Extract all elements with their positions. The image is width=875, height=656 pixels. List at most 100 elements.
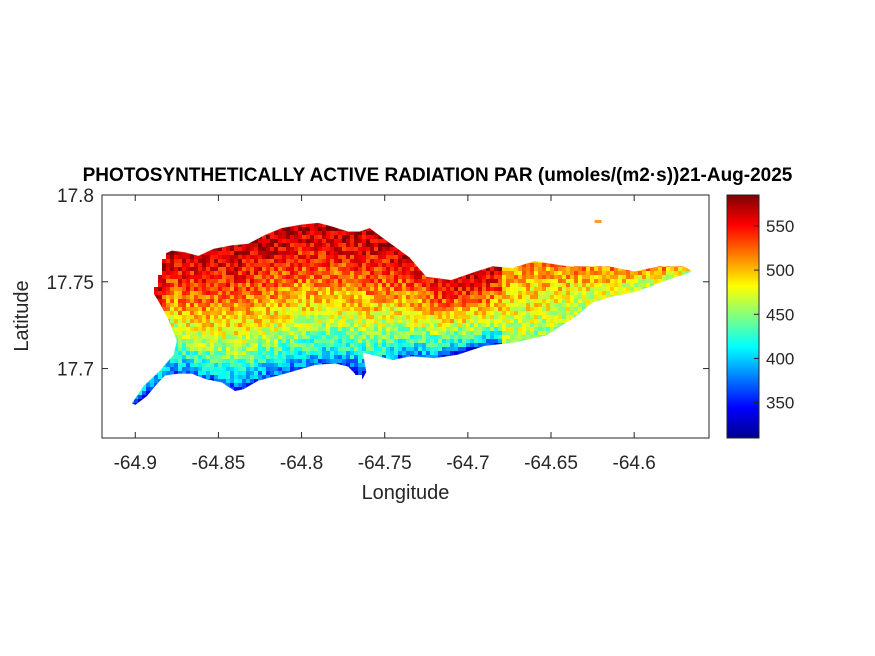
heatmap-cell xyxy=(582,303,586,307)
heatmap-cell xyxy=(294,239,298,243)
heatmap-cell xyxy=(270,243,274,247)
heatmap-cell xyxy=(354,275,358,279)
heatmap-cell xyxy=(650,279,654,283)
heatmap-cell xyxy=(418,287,422,291)
heatmap-cell xyxy=(230,379,234,383)
heatmap-cell xyxy=(162,271,166,275)
heatmap-cell xyxy=(490,319,494,323)
heatmap-cell xyxy=(350,239,354,243)
heatmap-cell xyxy=(398,255,402,259)
heatmap-cell xyxy=(422,327,426,331)
heatmap-cell xyxy=(542,287,546,291)
heatmap-cell xyxy=(494,307,498,311)
heatmap-cell xyxy=(358,363,362,367)
heatmap-cell xyxy=(362,231,366,235)
heatmap-cell xyxy=(206,283,210,287)
heatmap-cell xyxy=(246,271,250,275)
heatmap-cell xyxy=(270,299,274,303)
heatmap-cell xyxy=(270,255,274,259)
heatmap-cell xyxy=(282,371,286,375)
heatmap-cell xyxy=(322,279,326,283)
heatmap-cell xyxy=(598,275,602,279)
heatmap-cell xyxy=(174,355,178,359)
heatmap-cell xyxy=(658,271,662,275)
heatmap-cell xyxy=(278,263,282,267)
heatmap-cell xyxy=(326,263,330,267)
heatmap-cell xyxy=(230,383,234,387)
heatmap-cell xyxy=(206,303,210,307)
heatmap-cell xyxy=(366,323,370,327)
heatmap-cell xyxy=(338,231,342,235)
heatmap-cell xyxy=(454,311,458,315)
heatmap-cell xyxy=(258,355,262,359)
heatmap-cell xyxy=(366,331,370,335)
heatmap-cell xyxy=(182,283,186,287)
heatmap-cell xyxy=(230,295,234,299)
heatmap-cell xyxy=(522,335,526,339)
heatmap-cell xyxy=(242,383,246,387)
heatmap-cell xyxy=(546,263,550,267)
heatmap-cell xyxy=(266,259,270,263)
heatmap-cell xyxy=(282,331,286,335)
heatmap-cell xyxy=(230,267,234,271)
heatmap-cell xyxy=(182,331,186,335)
heatmap-cell xyxy=(306,351,310,355)
heatmap-cell xyxy=(278,267,282,271)
heatmap-cell xyxy=(258,239,262,243)
heatmap-cell xyxy=(254,299,258,303)
heatmap-cell xyxy=(254,279,258,283)
heatmap-cell xyxy=(514,275,518,279)
heatmap-cell xyxy=(310,355,314,359)
heatmap-cell xyxy=(238,351,242,355)
heatmap-cell xyxy=(262,331,266,335)
heatmap-cell xyxy=(494,315,498,319)
heatmap-cell xyxy=(426,307,430,311)
heatmap-cell xyxy=(274,235,278,239)
heatmap-cell xyxy=(226,339,230,343)
heatmap-cell xyxy=(250,371,254,375)
heatmap-cell xyxy=(278,327,282,331)
heatmap-cell xyxy=(210,271,214,275)
heatmap-cell xyxy=(434,347,438,351)
heatmap-cell xyxy=(642,283,646,287)
heatmap-cell xyxy=(262,287,266,291)
heatmap-cell xyxy=(222,299,226,303)
heatmap-cell xyxy=(198,303,202,307)
heatmap-cell xyxy=(346,243,350,247)
heatmap-cell xyxy=(214,359,218,363)
heatmap-cell xyxy=(282,359,286,363)
heatmap-cell xyxy=(258,255,262,259)
heatmap-cell xyxy=(350,363,354,367)
heatmap-cell xyxy=(514,319,518,323)
heatmap-cell xyxy=(166,259,170,263)
heatmap-cell xyxy=(306,327,310,331)
heatmap-cell xyxy=(386,255,390,259)
heatmap-cell xyxy=(290,339,294,343)
heatmap-cell xyxy=(662,279,666,283)
heatmap-cell xyxy=(394,279,398,283)
heatmap-cell xyxy=(250,327,254,331)
heatmap-cell xyxy=(614,275,618,279)
heatmap-cell xyxy=(362,347,366,351)
heatmap-cell xyxy=(186,331,190,335)
heatmap-cell xyxy=(334,299,338,303)
heatmap-cell xyxy=(586,279,590,283)
heatmap-cell xyxy=(354,371,358,375)
heatmap-cell xyxy=(294,247,298,251)
heatmap-cell xyxy=(538,299,542,303)
heatmap-cell xyxy=(342,231,346,235)
heatmap-cell xyxy=(442,291,446,295)
heatmap-cell xyxy=(198,307,202,311)
heatmap-cell xyxy=(470,291,474,295)
heatmap-cell xyxy=(458,275,462,279)
heatmap-cell xyxy=(410,275,414,279)
heatmap-cell xyxy=(182,279,186,283)
heatmap-cell xyxy=(182,355,186,359)
heatmap-cell xyxy=(242,367,246,371)
heatmap-cell xyxy=(394,315,398,319)
heatmap-cell xyxy=(482,291,486,295)
heatmap-cell xyxy=(170,307,174,311)
heatmap-cell xyxy=(510,311,514,315)
heatmap-cell xyxy=(514,299,518,303)
heatmap-cell xyxy=(238,287,242,291)
